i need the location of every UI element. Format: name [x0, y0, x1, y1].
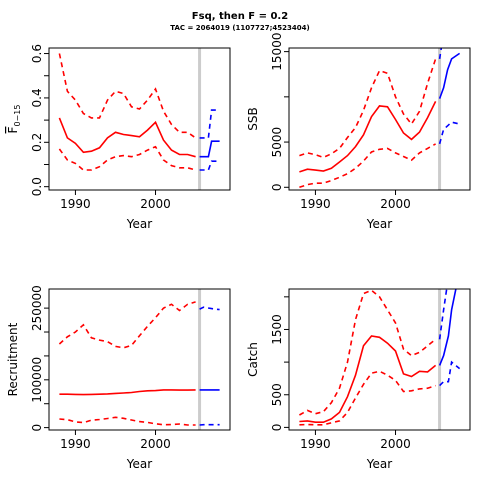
figure-subtitle: TAC = 2064019 (1107727;4523404)	[170, 24, 309, 32]
ssb-y-tick-label: 0	[270, 183, 284, 191]
ssb-projection-lower-series	[438, 121, 460, 145]
recruitment-plot-area	[58, 289, 220, 430]
ssb-plot-area	[299, 48, 461, 190]
catch-y-tick-label: 500	[270, 383, 284, 406]
catch-x-tick-label: 2000	[380, 437, 411, 451]
recruitment-x-tick-label: 1990	[60, 437, 91, 451]
catch-history-upper-series	[299, 289, 437, 416]
recruitment-history-upper-series	[58, 301, 196, 349]
catch-history-median-series	[299, 335, 437, 423]
recruitment-plot-frame	[48, 288, 231, 431]
ssb-x-tick-label: 1990	[300, 197, 331, 211]
catch-y-axis-label: Catch	[246, 342, 260, 377]
ssb-y-axis-label: SSB	[246, 107, 260, 130]
fbar-projection-upper-series	[199, 109, 220, 139]
ssb-x-axis-label: Year	[366, 217, 392, 231]
catch-projection-lower-series	[439, 360, 461, 387]
fbar-y-tick-label: 0.2	[30, 133, 44, 152]
ssb-history-lower-series	[299, 143, 436, 189]
fbar-history-median-series	[58, 117, 196, 158]
recruitment-y-tick-label: 250000	[30, 285, 44, 331]
fbar-x-tick-label: 1990	[60, 197, 91, 211]
catch-plot-area	[299, 289, 461, 430]
fbar-history-upper-series	[58, 53, 197, 139]
recruitment-x-tick-label: 2000	[140, 437, 171, 451]
fbar-projection-lower-series	[199, 160, 220, 171]
catch-x-axis-label: Year	[366, 457, 392, 471]
fbar-x-axis-label: Year	[126, 217, 152, 231]
fbar-x-tick-label: 2000	[140, 197, 171, 211]
fbar-projection-median-series	[199, 140, 220, 158]
ssb-y-tick-label: 15000	[270, 33, 284, 71]
recruitment-projection-upper-series	[199, 306, 220, 311]
recruitment-x-axis-label: Year	[126, 457, 152, 471]
recruitment-y-axis-label: Recruitment	[6, 322, 20, 396]
recruitment-y-tick-label: 0	[30, 424, 44, 432]
recruitment-history-median-series	[59, 389, 196, 396]
ssb-history-upper-series	[299, 58, 437, 159]
ssb-projection-upper-series	[438, 48, 443, 60]
fbar-plot-area	[58, 48, 220, 190]
catch-projection-median-series	[438, 289, 457, 366]
ssb-y-tick-label: 5000	[270, 127, 284, 158]
fbar-y-tick-label: 0.4	[30, 88, 44, 107]
recruitment-panel: 1990 2000 0 100000 250000 Year Recruitment	[6, 285, 231, 471]
catch-plot-frame	[288, 288, 471, 431]
fbar-y-axis-label: F0−15	[6, 105, 22, 134]
fbar-panel: 1990 2000 0.0 0.2 0.4 0.6 Year F0−15	[6, 44, 231, 231]
catch-y-tick-label: 1500	[270, 314, 284, 345]
catch-history-lower-series	[299, 370, 436, 426]
ssb-projection-median-series	[438, 52, 461, 99]
fbar-y-tick-label: 0.6	[30, 44, 44, 63]
fbar-plot-frame	[48, 47, 231, 191]
figure-title: Fsq, then F = 0.2	[192, 11, 288, 22]
catch-projection-upper-series	[438, 289, 448, 340]
ssb-x-tick-label: 2000	[380, 197, 411, 211]
fbar-y-tick-label: 0.0	[30, 177, 44, 196]
catch-y-tick-label: 0	[270, 424, 284, 432]
ssb-history-median-series	[299, 101, 437, 173]
ssb-panel: 1990 2000 0 5000 15000 Year SSB	[246, 33, 471, 231]
catch-x-tick-label: 1990	[300, 437, 331, 451]
recruitment-y-tick-label: 100000	[30, 357, 44, 403]
recruitment-history-lower-series	[59, 416, 196, 426]
catch-panel: 1990 2000 0 500 1500 Year Catch	[246, 288, 471, 471]
ssb-plot-frame	[288, 47, 471, 191]
fbar-history-lower-series	[58, 145, 196, 171]
